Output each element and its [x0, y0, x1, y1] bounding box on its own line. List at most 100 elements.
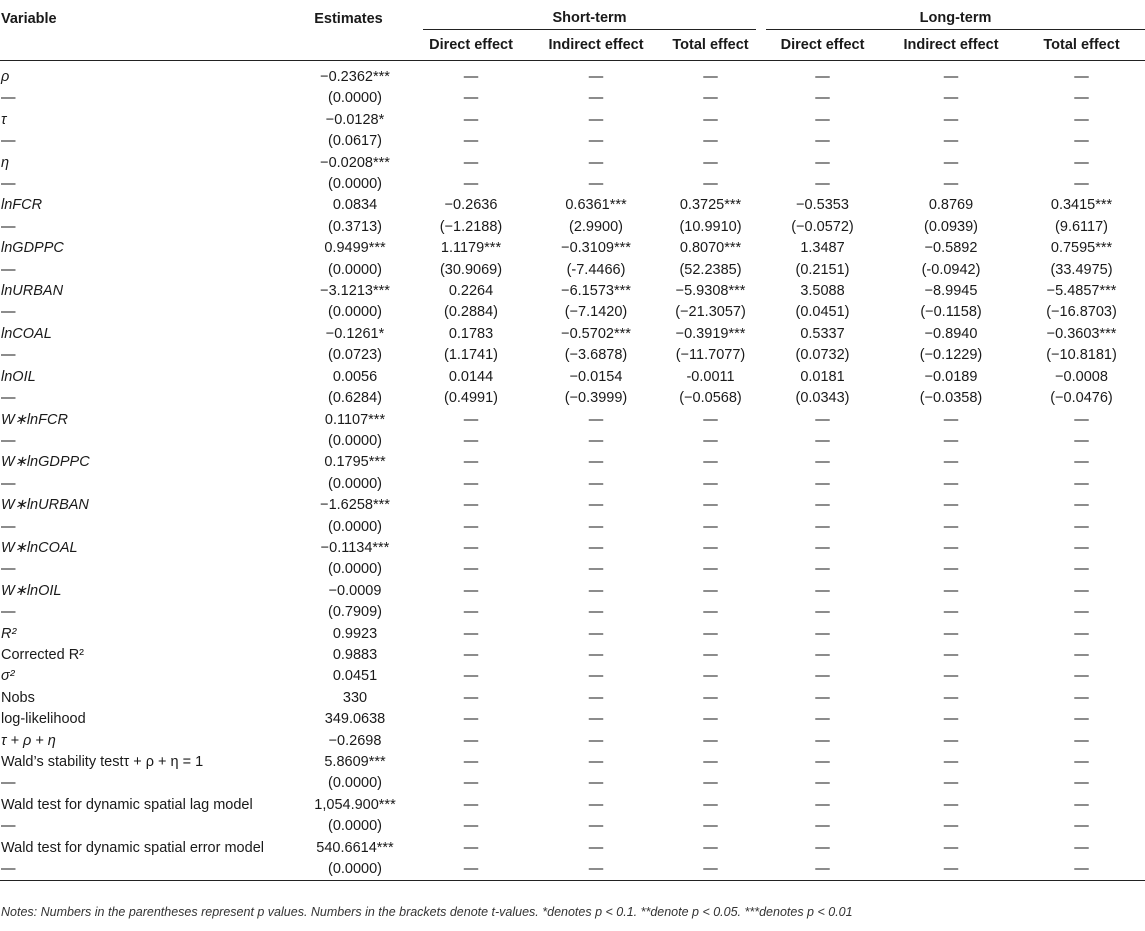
table-cell: (10.9910): [679, 218, 742, 235]
table-cell: —: [588, 539, 604, 556]
table-cell: —: [588, 133, 604, 150]
table-cell: −0.0189: [924, 368, 978, 385]
table-cell: —: [588, 818, 604, 835]
table-cell: —: [588, 176, 604, 193]
table-cell: (0.0000): [327, 861, 382, 878]
table-cell: —: [463, 432, 479, 449]
table-cell: —: [1074, 69, 1089, 85]
table-body: ρ −0.2362*** — — — — — — — (0.0000) — — — — — — τ −0.0128…: [0, 61, 1145, 881]
table-row: W∗lnURBAN −1.6258*** — — — — — —: [0, 495, 1145, 516]
table-cell: —: [703, 454, 718, 471]
header-short-direct: Direct effect: [429, 37, 513, 53]
table-cell: —: [1074, 539, 1089, 556]
table-cell: —: [463, 561, 479, 578]
table-cell: —: [588, 518, 604, 535]
table-cell: —: [463, 497, 479, 514]
table-cell: —: [943, 454, 959, 471]
row-label: —: [1, 518, 16, 535]
table-cell: (−11.7077): [675, 347, 746, 364]
table-cell: 540.6614***: [316, 839, 394, 856]
table-cell: (2.9900): [568, 218, 623, 235]
table-cell: —: [463, 539, 479, 556]
table-cell: (0.0617): [327, 133, 382, 150]
header-long-indirect: Indirect effect: [903, 37, 999, 53]
table-cell: —: [703, 111, 718, 128]
table-cell: —: [943, 154, 959, 171]
table-row: W∗lnGDPPC 0.1795*** — — — — — —: [0, 452, 1145, 473]
row-label: —: [1, 218, 16, 235]
table-cell: 0.1107***: [324, 411, 386, 428]
table-cell: —: [588, 796, 604, 813]
header-estimates: Estimates: [314, 10, 383, 27]
table-cell: −0.3109***: [561, 240, 631, 257]
table-cell: —: [943, 668, 959, 685]
table-cell: —: [815, 518, 830, 535]
table-cell: (−0.0572): [791, 218, 854, 235]
table-cell: 0.9499***: [324, 240, 386, 257]
table-row: — (0.0000) — — — — — —: [0, 816, 1145, 837]
table-cell: —: [1074, 668, 1089, 685]
table-row: — (0.0000) — — — — — —: [0, 88, 1145, 109]
table-cell: −0.0208***: [320, 154, 390, 171]
table-cell: (33.4975): [1050, 261, 1113, 278]
table-row: — (0.0000) — — — — — —: [0, 559, 1145, 580]
table-cell: —: [815, 176, 830, 193]
table-cell: —: [588, 69, 604, 85]
table-cell: 0.1795***: [324, 454, 386, 471]
table-row: Corrected R² 0.9883 — — — — — —: [0, 645, 1145, 666]
table-cell: —: [943, 133, 959, 150]
table-cell: −8.9945: [924, 283, 978, 300]
table-cell: —: [588, 411, 604, 428]
table-cell: —: [463, 668, 479, 685]
table-cell: (0.0000): [327, 818, 382, 835]
row-label: R²: [1, 625, 17, 642]
table-cell: —: [703, 518, 718, 535]
table-cell: —: [1074, 90, 1089, 107]
table-cell: —: [703, 539, 718, 556]
table-cell: 0.0451: [332, 668, 378, 685]
table-cell: —: [463, 111, 479, 128]
table-cell: (−21.3057): [675, 304, 746, 321]
table-cell: —: [943, 625, 959, 642]
table-cell: —: [943, 432, 959, 449]
table-cell: (0.0732): [795, 347, 850, 364]
table-cell: —: [943, 818, 959, 835]
table-cell: —: [815, 69, 830, 85]
table-row: lnCOAL −0.1261* 0.1783 −0.5702*** −0.3919***…: [0, 324, 1145, 345]
table-cell: —: [703, 497, 718, 514]
table-cell: (0.0000): [327, 432, 382, 449]
table-cell: —: [815, 839, 830, 856]
table-cell: —: [463, 732, 479, 749]
table-cell: 0.0144: [448, 368, 494, 385]
table-cell: —: [703, 689, 718, 706]
table-cell: 0.2264: [448, 283, 494, 300]
table-cell: −1.6258***: [320, 497, 390, 514]
table-cell: —: [703, 732, 718, 749]
table-cell: 1.1179***: [440, 240, 502, 257]
table-cell: (0.0000): [327, 518, 382, 535]
table-cell: —: [1074, 775, 1089, 792]
table-cell: —: [703, 475, 718, 492]
table-cell: —: [703, 775, 718, 792]
table-row: — (0.0000) — — — — — —: [0, 474, 1145, 495]
table-cell: —: [815, 154, 830, 171]
table-cell: —: [815, 432, 830, 449]
header-long-term: Long-term: [756, 0, 1145, 30]
table-cell: (−7.1420): [564, 304, 628, 321]
table-cell: —: [943, 796, 959, 813]
table-cell: (0.6284): [327, 390, 382, 407]
table-cell: (0.0000): [327, 304, 382, 321]
table-cell: 0.3415***: [1050, 197, 1113, 214]
table-cell: —: [1074, 411, 1089, 428]
table-cell: 0.9923: [332, 625, 378, 642]
table-cell: —: [463, 475, 479, 492]
table-cell: —: [815, 561, 830, 578]
table-cell: —: [703, 154, 718, 171]
table-cell: −0.2362***: [320, 69, 390, 85]
row-label: —: [1, 604, 16, 621]
table-cell: —: [1074, 582, 1089, 599]
table-cell: —: [1074, 561, 1089, 578]
table-row: τ + ρ + η −0.2698 — — — — — —: [0, 731, 1145, 752]
table-cell: −5.9308***: [675, 283, 746, 300]
table-row: — (0.0000) — — — — — —: [0, 431, 1145, 452]
